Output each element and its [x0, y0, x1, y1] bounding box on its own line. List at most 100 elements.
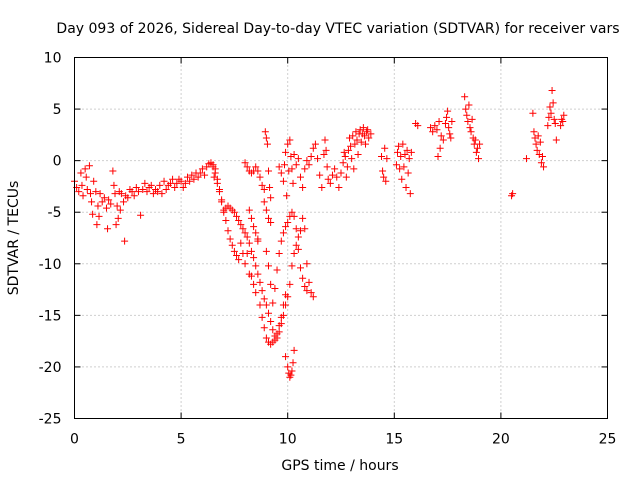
- y-tick-label: -10: [39, 257, 62, 273]
- data-point: [88, 198, 96, 206]
- data-point: [344, 146, 352, 154]
- data-point: [289, 359, 297, 367]
- data-point: [427, 124, 435, 132]
- data-point: [509, 190, 517, 198]
- data-point: [171, 183, 179, 191]
- data-point: [143, 188, 151, 196]
- data-point: [260, 324, 268, 332]
- data-point: [224, 227, 232, 235]
- data-point: [239, 225, 247, 233]
- data-point: [261, 128, 269, 136]
- data-point: [292, 161, 300, 169]
- data-point: [354, 150, 362, 158]
- data-point: [551, 120, 559, 128]
- data-point: [341, 153, 349, 161]
- data-point: [105, 196, 113, 204]
- data-point: [275, 249, 283, 257]
- data-point: [290, 249, 298, 257]
- data-point: [294, 245, 302, 253]
- data-point: [190, 175, 198, 183]
- data-point: [406, 190, 414, 198]
- data-point: [96, 190, 104, 198]
- data-point: [243, 249, 251, 257]
- data-point: [547, 109, 555, 117]
- data-point: [243, 163, 251, 171]
- data-point: [309, 293, 317, 301]
- data-point: [468, 115, 476, 123]
- data-point: [262, 334, 270, 342]
- data-point: [86, 190, 94, 198]
- data-point: [381, 144, 389, 152]
- data-point: [273, 266, 281, 274]
- data-point: [398, 175, 406, 183]
- data-point: [262, 247, 270, 255]
- data-point: [301, 282, 309, 290]
- data-point: [284, 140, 292, 148]
- data-point: [289, 179, 297, 187]
- data-point: [188, 171, 196, 179]
- data-point: [333, 173, 341, 181]
- data-point: [265, 262, 273, 270]
- data-point: [95, 212, 103, 220]
- data-point: [233, 252, 241, 260]
- data-point: [279, 177, 287, 185]
- data-point: [301, 225, 309, 233]
- data-point: [121, 237, 129, 245]
- data-point: [435, 117, 443, 125]
- data-point: [323, 163, 331, 171]
- data-point: [252, 262, 260, 270]
- data-point: [218, 198, 226, 206]
- data-point: [364, 126, 372, 134]
- data-point: [124, 194, 132, 202]
- data-point: [90, 177, 98, 185]
- data-point: [173, 179, 181, 187]
- data-point: [230, 208, 238, 216]
- data-point: [104, 225, 112, 233]
- data-point: [534, 132, 542, 140]
- data-point: [179, 183, 187, 191]
- data-point: [367, 130, 375, 138]
- data-point: [397, 153, 405, 161]
- data-point: [82, 173, 90, 181]
- data-point: [281, 161, 289, 169]
- data-point: [166, 179, 174, 187]
- data-point: [288, 208, 296, 216]
- data-point: [78, 181, 86, 189]
- data-point: [441, 120, 449, 128]
- data-point: [241, 229, 249, 237]
- x-tick-label: 5: [177, 432, 186, 448]
- data-point: [473, 144, 481, 152]
- data-point: [324, 175, 332, 183]
- data-point: [322, 146, 330, 154]
- data-point: [335, 183, 343, 191]
- data-point: [183, 173, 191, 181]
- data-point: [220, 208, 228, 216]
- data-point: [228, 241, 236, 249]
- data-point: [260, 198, 268, 206]
- data-point: [252, 289, 260, 297]
- data-point: [132, 183, 140, 191]
- data-point: [396, 165, 404, 173]
- data-point: [380, 173, 388, 181]
- data-point: [258, 181, 266, 189]
- y-tick-label: -20: [39, 360, 62, 376]
- data-point: [284, 363, 292, 371]
- data-point: [339, 159, 347, 167]
- data-point: [446, 130, 454, 138]
- data-point: [245, 239, 253, 247]
- data-point: [250, 280, 258, 288]
- data-point: [247, 247, 255, 255]
- data-point: [328, 171, 336, 179]
- y-axis-label: SDTVAR / TECUs: [6, 181, 22, 296]
- data-point: [254, 237, 262, 245]
- data-point: [444, 107, 452, 115]
- data-point: [395, 142, 403, 150]
- data-point: [92, 188, 100, 196]
- data-point: [169, 175, 177, 183]
- data-point: [233, 212, 241, 220]
- data-point: [83, 186, 91, 194]
- y-tick-label: 5: [53, 102, 62, 118]
- data-point: [401, 150, 409, 158]
- data-point: [532, 140, 540, 148]
- data-point: [290, 346, 298, 354]
